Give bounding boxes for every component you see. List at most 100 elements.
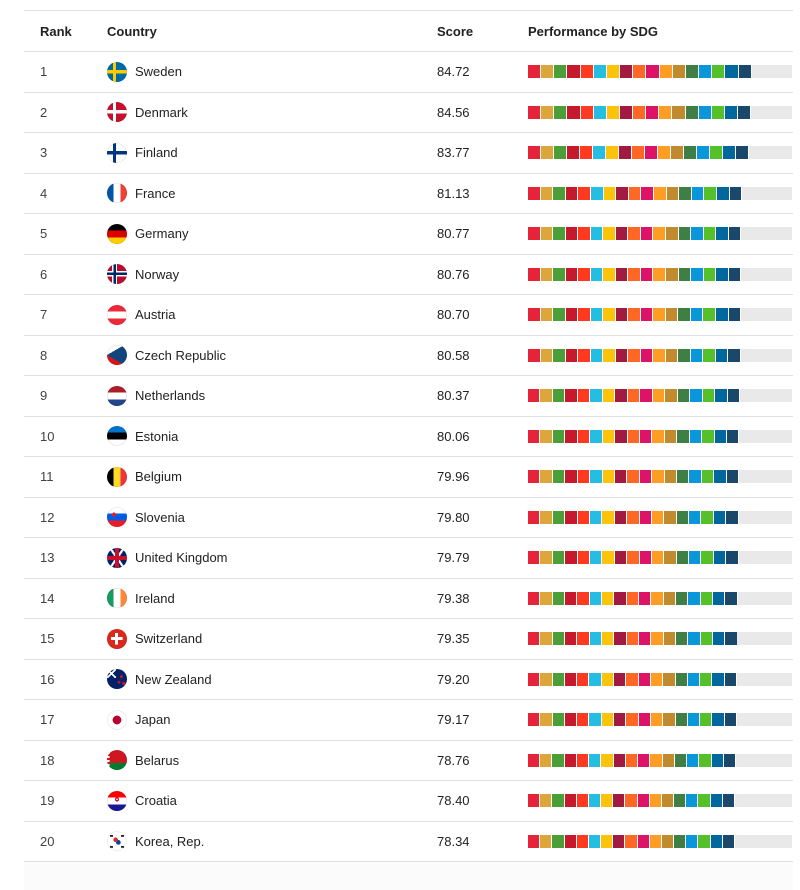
- sdg-16-segment: [713, 551, 726, 565]
- performance-cell: [528, 267, 793, 281]
- sdg-12-segment: [664, 470, 677, 484]
- sdg-13-segment: [677, 429, 689, 443]
- sdg-6-segment: [588, 834, 601, 848]
- score-value: 78.40: [437, 793, 470, 809]
- score-value: 78.76: [437, 752, 470, 768]
- rank-value: 10: [40, 428, 55, 444]
- sdg-17-segment: [725, 632, 737, 646]
- sdg-16-segment: [716, 227, 728, 241]
- table-row[interactable]: 12 Slovenia 79.80: [24, 498, 793, 538]
- sdg-2-segment: [540, 672, 552, 686]
- sdg-10-segment: [638, 591, 651, 605]
- sdg-14-segment: [687, 672, 700, 686]
- flag-icon-si: [107, 507, 127, 528]
- sdg-1-segment: [528, 308, 540, 322]
- country-name: Japan: [135, 712, 171, 728]
- table-row[interactable]: 17 Japan 79.17: [24, 700, 793, 741]
- table-row[interactable]: 14 Ireland 79.38: [24, 579, 793, 619]
- table-row[interactable]: 20 Korea, Rep. 78.34: [24, 822, 793, 862]
- sdg-1-segment: [528, 632, 540, 646]
- sdg-9-segment: [628, 348, 640, 362]
- table-row[interactable]: 4 France 81.13: [24, 174, 793, 214]
- table-row[interactable]: 5 Germany 80.77: [24, 214, 793, 255]
- sdg-14-segment: [688, 591, 700, 605]
- sdg-13-segment: [675, 713, 687, 727]
- rank-value: 8: [40, 347, 48, 363]
- sdg-16-segment: [723, 146, 736, 160]
- country-name: Netherlands: [135, 388, 206, 404]
- sdg-7-segment: [601, 591, 614, 605]
- sdg-15-segment: [711, 105, 724, 119]
- rank-value: 18: [40, 752, 55, 768]
- country-name: Croatia: [135, 793, 177, 809]
- sdg-1-segment: [528, 267, 540, 281]
- sdg-1-segment: [528, 429, 540, 443]
- sdg-5-segment: [577, 389, 590, 403]
- flag-icon-gb: [107, 547, 127, 568]
- sdg-10-segment: [646, 105, 659, 119]
- sdg-17-segment: [725, 591, 737, 605]
- table-row[interactable]: 6 Norway 80.76: [24, 255, 793, 295]
- table-row[interactable]: 9 Netherlands 80.37: [24, 376, 793, 417]
- table-row[interactable]: 2 Denmark 84.56: [24, 93, 793, 133]
- sdg-12-segment: [664, 551, 676, 565]
- sdg-5-segment: [576, 834, 588, 848]
- rank-value: 20: [40, 833, 55, 849]
- sdg-4-segment: [565, 227, 578, 241]
- table-row[interactable]: 7 Austria 80.70: [24, 295, 793, 336]
- table-row[interactable]: 13 United Kingdom 79.79: [24, 538, 793, 579]
- sdg-7-segment: [602, 389, 615, 403]
- sdg-13-segment: [675, 672, 687, 686]
- bar-track: [735, 753, 792, 767]
- sdg-8-segment: [619, 105, 632, 119]
- table-row[interactable]: 10 Estonia 80.06: [24, 417, 793, 457]
- bar-track: [751, 65, 792, 79]
- bar-track: [742, 186, 792, 200]
- sdg-2-segment: [540, 348, 553, 362]
- table-row[interactable]: 11 Belgium 79.96: [24, 457, 793, 498]
- sdg-15-segment: [702, 389, 715, 403]
- sdg-8-segment: [614, 672, 626, 686]
- sdg-2-segment: [541, 105, 554, 119]
- country-cell: Austria: [107, 304, 437, 325]
- sdg-13-segment: [678, 227, 691, 241]
- sdg-13-segment: [685, 105, 698, 119]
- table-row[interactable]: 16 New Zealand 79.20: [24, 660, 793, 700]
- sdg-11-segment: [652, 429, 664, 443]
- table-row[interactable]: 15 Switzerland 79.35: [24, 619, 793, 660]
- sdg-1-segment: [528, 146, 541, 160]
- sdg-5-segment: [577, 470, 590, 484]
- sdg-6-segment: [590, 470, 602, 484]
- sdg-4-segment: [565, 551, 577, 565]
- sdg-10-segment: [641, 186, 653, 200]
- sdg-1-segment: [528, 551, 540, 565]
- table-row[interactable]: 18 Belarus 78.76: [24, 741, 793, 781]
- table-row[interactable]: 8 Czech Republic 80.58: [24, 336, 793, 376]
- table-row[interactable]: 3 Finland 83.77: [24, 133, 793, 174]
- sdg-9-segment: [632, 146, 645, 160]
- sdg-4-segment: [565, 389, 577, 403]
- table-row[interactable]: 19 Croatia 78.40: [24, 781, 793, 822]
- sdg-17-segment: [738, 105, 751, 119]
- country-name: Korea, Rep.: [135, 833, 205, 849]
- sdg-8-segment: [615, 348, 628, 362]
- sdg-1-segment: [528, 713, 540, 727]
- performance-cell: [528, 551, 793, 565]
- sdg-11-segment: [653, 227, 666, 241]
- sdg-8-segment: [614, 632, 626, 646]
- flag-icon-nz: [107, 669, 127, 690]
- sdg-9-segment: [627, 470, 639, 484]
- sdg-8-segment: [620, 65, 633, 79]
- sdg-9-segment: [628, 308, 640, 322]
- sdg-10-segment: [645, 146, 658, 160]
- sdg-5-segment: [580, 146, 593, 160]
- sdg-8-segment: [613, 834, 625, 848]
- table-row[interactable]: 1 Sweden 84.72: [24, 52, 793, 93]
- performance-cell: [528, 672, 793, 686]
- sdg-14-segment: [690, 308, 703, 322]
- country-name: Sweden: [135, 64, 182, 80]
- bar-track: [734, 794, 792, 808]
- sdg-7-segment: [603, 308, 615, 322]
- score-value: 80.76: [437, 266, 470, 282]
- country-cell: Netherlands: [107, 385, 437, 406]
